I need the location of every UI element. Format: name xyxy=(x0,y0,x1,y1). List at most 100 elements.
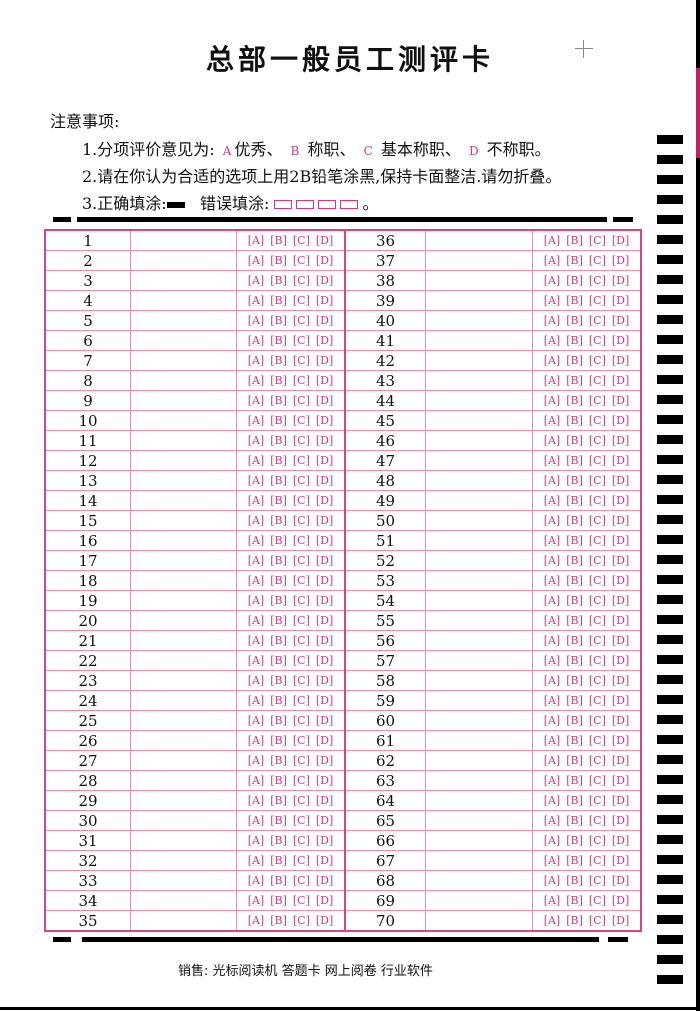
answer-bubble[interactable]: [B] xyxy=(270,814,287,827)
answer-bubble[interactable]: [D] xyxy=(315,854,334,867)
answer-bubble[interactable]: [B] xyxy=(270,454,287,467)
answer-bubble[interactable]: [D] xyxy=(315,714,334,727)
answer-bubble[interactable]: [A] xyxy=(543,814,561,827)
answer-bubble[interactable]: [A] xyxy=(543,694,561,707)
answer-bubble[interactable]: [B] xyxy=(566,414,583,427)
answer-bubble[interactable]: [D] xyxy=(315,894,334,907)
answer-bubble[interactable]: [C] xyxy=(588,754,606,767)
answer-bubble[interactable]: [A] xyxy=(543,334,561,347)
answer-bubble[interactable]: [A] xyxy=(543,574,561,587)
answer-bubble[interactable]: [B] xyxy=(270,874,287,887)
answer-bubble[interactable]: [C] xyxy=(292,734,310,747)
answer-bubble[interactable]: [B] xyxy=(270,534,287,547)
answer-bubble[interactable]: [A] xyxy=(543,314,561,327)
answer-bubble[interactable]: [A] xyxy=(247,234,265,247)
answer-bubble[interactable]: [D] xyxy=(315,314,334,327)
answer-bubble[interactable]: [A] xyxy=(543,894,561,907)
answer-bubble[interactable]: [D] xyxy=(611,334,630,347)
answer-bubble[interactable]: [D] xyxy=(611,394,630,407)
answer-bubble[interactable]: [B] xyxy=(566,494,583,507)
answer-bubble[interactable]: [A] xyxy=(247,914,265,927)
answer-bubble[interactable]: [D] xyxy=(315,794,334,807)
answer-bubble[interactable]: [A] xyxy=(247,474,265,487)
answer-bubble[interactable]: [C] xyxy=(588,254,606,267)
answer-bubble[interactable]: [B] xyxy=(566,374,583,387)
answer-bubble[interactable]: [D] xyxy=(611,354,630,367)
answer-bubble[interactable]: [A] xyxy=(543,234,561,247)
answer-bubble[interactable]: [C] xyxy=(588,294,606,307)
answer-bubble[interactable]: [B] xyxy=(270,734,287,747)
answer-bubble[interactable]: [C] xyxy=(588,614,606,627)
answer-bubble[interactable]: [D] xyxy=(315,694,334,707)
answer-bubble[interactable]: [C] xyxy=(588,514,606,527)
answer-bubble[interactable]: [D] xyxy=(611,274,630,287)
answer-bubble[interactable]: [C] xyxy=(588,814,606,827)
answer-bubble[interactable]: [B] xyxy=(566,834,583,847)
answer-bubble[interactable]: [B] xyxy=(270,234,287,247)
answer-bubble[interactable]: [C] xyxy=(292,614,310,627)
answer-bubble[interactable]: [B] xyxy=(270,494,287,507)
answer-bubble[interactable]: [C] xyxy=(292,334,310,347)
answer-bubble[interactable]: [A] xyxy=(543,734,561,747)
answer-bubble[interactable]: [A] xyxy=(247,814,265,827)
answer-bubble[interactable]: [C] xyxy=(292,574,310,587)
answer-bubble[interactable]: [C] xyxy=(292,234,310,247)
answer-bubble[interactable]: [B] xyxy=(566,454,583,467)
answer-bubble[interactable]: [D] xyxy=(611,234,630,247)
answer-bubble[interactable]: [A] xyxy=(247,674,265,687)
answer-bubble[interactable]: [D] xyxy=(611,514,630,527)
answer-bubble[interactable]: [C] xyxy=(292,534,310,547)
answer-bubble[interactable]: [D] xyxy=(611,494,630,507)
answer-bubble[interactable]: [A] xyxy=(247,394,265,407)
answer-bubble[interactable]: [B] xyxy=(566,614,583,627)
answer-bubble[interactable]: [C] xyxy=(292,894,310,907)
answer-bubble[interactable]: [C] xyxy=(292,294,310,307)
answer-bubble[interactable]: [B] xyxy=(270,834,287,847)
answer-bubble[interactable]: [C] xyxy=(292,714,310,727)
answer-bubble[interactable]: [D] xyxy=(315,734,334,747)
answer-bubble[interactable]: [C] xyxy=(588,474,606,487)
answer-bubble[interactable]: [C] xyxy=(588,274,606,287)
answer-bubble[interactable]: [B] xyxy=(566,234,583,247)
answer-bubble[interactable]: [B] xyxy=(566,394,583,407)
answer-bubble[interactable]: [C] xyxy=(588,454,606,467)
answer-bubble[interactable]: [C] xyxy=(292,794,310,807)
answer-bubble[interactable]: [C] xyxy=(292,814,310,827)
answer-bubble[interactable]: [A] xyxy=(247,694,265,707)
answer-bubble[interactable]: [C] xyxy=(292,494,310,507)
answer-bubble[interactable]: [C] xyxy=(292,914,310,927)
answer-bubble[interactable]: [B] xyxy=(566,894,583,907)
answer-bubble[interactable]: [A] xyxy=(543,354,561,367)
answer-bubble[interactable]: [B] xyxy=(270,614,287,627)
answer-bubble[interactable]: [C] xyxy=(292,634,310,647)
answer-bubble[interactable]: [C] xyxy=(588,854,606,867)
answer-bubble[interactable]: [C] xyxy=(588,554,606,567)
answer-bubble[interactable]: [A] xyxy=(543,474,561,487)
answer-bubble[interactable]: [A] xyxy=(543,494,561,507)
answer-bubble[interactable]: [D] xyxy=(315,394,334,407)
answer-bubble[interactable]: [D] xyxy=(611,574,630,587)
answer-bubble[interactable]: [C] xyxy=(292,434,310,447)
answer-bubble[interactable]: [C] xyxy=(588,574,606,587)
answer-bubble[interactable]: [B] xyxy=(270,334,287,347)
answer-bubble[interactable]: [A] xyxy=(247,714,265,727)
answer-bubble[interactable]: [C] xyxy=(292,834,310,847)
answer-bubble[interactable]: [C] xyxy=(588,354,606,367)
answer-bubble[interactable]: [B] xyxy=(270,414,287,427)
answer-bubble[interactable]: [B] xyxy=(270,774,287,787)
answer-bubble[interactable]: [A] xyxy=(247,734,265,747)
answer-bubble[interactable]: [D] xyxy=(315,354,334,367)
answer-bubble[interactable]: [B] xyxy=(270,714,287,727)
answer-bubble[interactable]: [A] xyxy=(247,554,265,567)
answer-bubble[interactable]: [B] xyxy=(566,574,583,587)
answer-bubble[interactable]: [A] xyxy=(247,874,265,887)
answer-bubble[interactable]: [A] xyxy=(543,434,561,447)
answer-bubble[interactable]: [C] xyxy=(292,554,310,567)
answer-bubble[interactable]: [A] xyxy=(247,774,265,787)
answer-bubble[interactable]: [C] xyxy=(292,374,310,387)
answer-bubble[interactable]: [B] xyxy=(566,294,583,307)
answer-bubble[interactable]: [A] xyxy=(543,834,561,847)
answer-bubble[interactable]: [C] xyxy=(588,374,606,387)
answer-bubble[interactable]: [A] xyxy=(543,554,561,567)
answer-bubble[interactable]: [C] xyxy=(588,234,606,247)
